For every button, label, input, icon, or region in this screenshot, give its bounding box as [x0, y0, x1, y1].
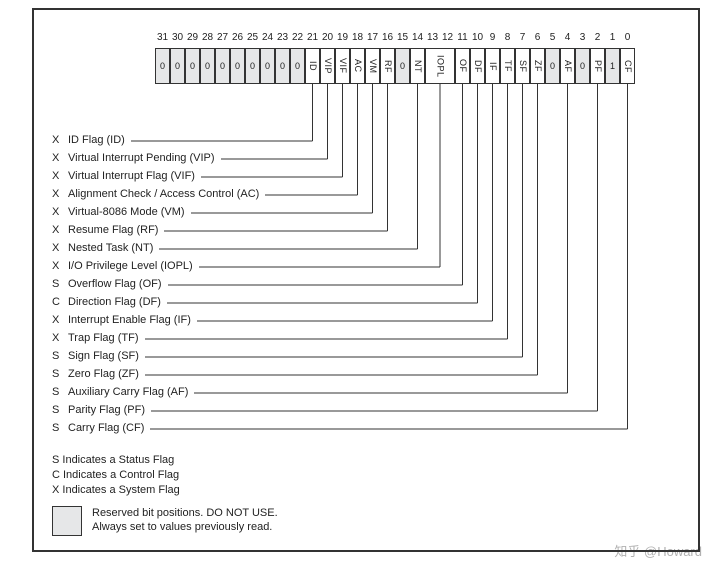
- reserved-note-0: Reserved bit positions. DO NOT USE.: [92, 506, 278, 520]
- bit-number-18: 18: [350, 32, 365, 43]
- bit-number-29: 29: [185, 32, 200, 43]
- bit-cell-17: VM: [365, 48, 380, 84]
- bit-cell-4: AF: [560, 48, 575, 84]
- legend-row-6: XNested Task (NT): [52, 242, 153, 254]
- bit-number-20: 20: [320, 32, 335, 43]
- bit-cell-30: 0: [170, 48, 185, 84]
- bit-number-9: 9: [485, 32, 500, 43]
- bit-number-11: 11: [455, 32, 470, 43]
- legend-row-8: SOverflow Flag (OF): [52, 278, 162, 290]
- bit-cell-23: 0: [275, 48, 290, 84]
- bit-number-10: 10: [470, 32, 485, 43]
- bit-cell-5: 0: [545, 48, 560, 84]
- bit-number-7: 7: [515, 32, 530, 43]
- bit-number-26: 26: [230, 32, 245, 43]
- bit-cell-11: OF: [455, 48, 470, 84]
- legend-row-11: XTrap Flag (TF): [52, 332, 139, 344]
- bit-number-30: 30: [170, 32, 185, 43]
- legend-row-13: SZero Flag (ZF): [52, 368, 139, 380]
- bit-cell-24: 0: [260, 48, 275, 84]
- bit-number-24: 24: [260, 32, 275, 43]
- bit-number-4: 4: [560, 32, 575, 43]
- bit-cell-26: 0: [230, 48, 245, 84]
- bit-number-1: 1: [605, 32, 620, 43]
- legend-row-9: CDirection Flag (DF): [52, 296, 161, 308]
- bit-cell-2: PF: [590, 48, 605, 84]
- legend-row-1: XVirtual Interrupt Pending (VIP): [52, 152, 215, 164]
- bit-number-22: 22: [290, 32, 305, 43]
- legend-row-16: SCarry Flag (CF): [52, 422, 144, 434]
- bit-cell-28: 0: [200, 48, 215, 84]
- legend-row-3: XAlignment Check / Access Control (AC): [52, 188, 259, 200]
- bit-cell-27: 0: [215, 48, 230, 84]
- legend-row-5: XResume Flag (RF): [52, 224, 158, 236]
- bit-number-0: 0: [620, 32, 635, 43]
- bit-number-19: 19: [335, 32, 350, 43]
- bit-number-23: 23: [275, 32, 290, 43]
- legend-key-2: X Indicates a System Flag: [52, 484, 180, 496]
- bit-cell-16: RF: [380, 48, 395, 84]
- eflags-diagram: { "layout": { "frame": { "left": 32, "to…: [0, 0, 720, 566]
- bit-cell-14: NT: [410, 48, 425, 84]
- bit-number-13: 13: [425, 32, 440, 43]
- bit-number-12: 12: [440, 32, 455, 43]
- bit-number-21: 21: [305, 32, 320, 43]
- bit-number-5: 5: [545, 32, 560, 43]
- bit-cell-19: VIF: [335, 48, 350, 84]
- bit-cell-7: SF: [515, 48, 530, 84]
- bit-number-17: 17: [365, 32, 380, 43]
- legend-row-0: XID Flag (ID): [52, 134, 125, 146]
- bit-cell-6: ZF: [530, 48, 545, 84]
- bit-number-2: 2: [590, 32, 605, 43]
- bit-number-14: 14: [410, 32, 425, 43]
- bit-cell-21: ID: [305, 48, 320, 84]
- reserved-swatch: [52, 506, 82, 536]
- bit-cell-10: DF: [470, 48, 485, 84]
- bit-number-25: 25: [245, 32, 260, 43]
- reserved-note-1: Always set to values previously read.: [92, 520, 272, 534]
- bit-number-6: 6: [530, 32, 545, 43]
- bit-cell-18: AC: [350, 48, 365, 84]
- legend-row-15: SParity Flag (PF): [52, 404, 145, 416]
- bit-cell-29: 0: [185, 48, 200, 84]
- bit-number-15: 15: [395, 32, 410, 43]
- legend-row-10: XInterrupt Enable Flag (IF): [52, 314, 191, 326]
- bit-number-16: 16: [380, 32, 395, 43]
- bit-cell-22: 0: [290, 48, 305, 84]
- bit-cell-8: TF: [500, 48, 515, 84]
- bit-cell-13: IOPL: [425, 48, 455, 84]
- legend-row-2: XVirtual Interrupt Flag (VIF): [52, 170, 195, 182]
- bit-number-3: 3: [575, 32, 590, 43]
- legend-row-12: SSign Flag (SF): [52, 350, 139, 362]
- bit-number-8: 8: [500, 32, 515, 43]
- bit-number-31: 31: [155, 32, 170, 43]
- legend-row-7: XI/O Privilege Level (IOPL): [52, 260, 193, 272]
- bit-number-28: 28: [200, 32, 215, 43]
- legend-key-0: S Indicates a Status Flag: [52, 454, 174, 466]
- bit-cell-9: IF: [485, 48, 500, 84]
- bit-cell-0: CF: [620, 48, 635, 84]
- legend-row-4: XVirtual-8086 Mode (VM): [52, 206, 185, 218]
- bit-cell-15: 0: [395, 48, 410, 84]
- bit-cell-31: 0: [155, 48, 170, 84]
- bit-cell-1: 1: [605, 48, 620, 84]
- legend-row-14: SAuxiliary Carry Flag (AF): [52, 386, 188, 398]
- bit-cell-20: VIP: [320, 48, 335, 84]
- bit-cell-25: 0: [245, 48, 260, 84]
- legend-key-1: C Indicates a Control Flag: [52, 469, 179, 481]
- bit-cell-3: 0: [575, 48, 590, 84]
- bit-number-27: 27: [215, 32, 230, 43]
